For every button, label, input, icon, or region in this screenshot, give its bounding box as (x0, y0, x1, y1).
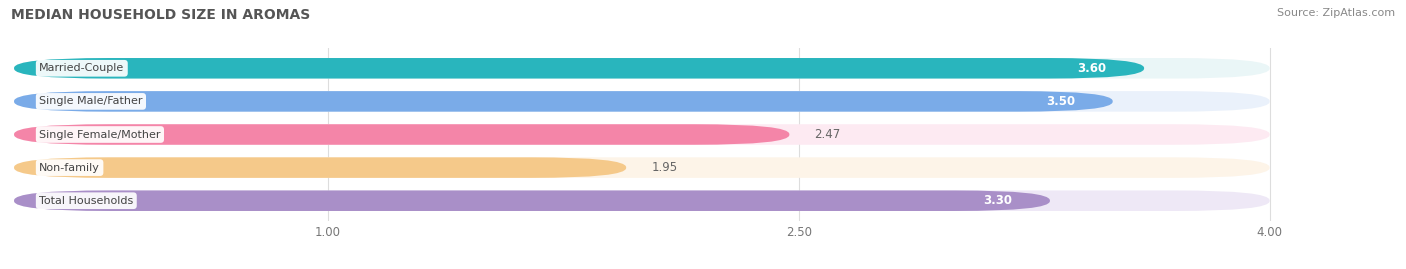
FancyBboxPatch shape (14, 157, 1270, 178)
Text: Single Female/Mother: Single Female/Mother (39, 129, 160, 140)
Text: Non-family: Non-family (39, 162, 100, 173)
Text: MEDIAN HOUSEHOLD SIZE IN AROMAS: MEDIAN HOUSEHOLD SIZE IN AROMAS (11, 8, 311, 22)
Text: 3.60: 3.60 (1077, 62, 1107, 75)
Text: 1.95: 1.95 (651, 161, 678, 174)
Text: Total Households: Total Households (39, 196, 134, 206)
Text: Single Male/Father: Single Male/Father (39, 96, 142, 107)
Text: Source: ZipAtlas.com: Source: ZipAtlas.com (1277, 8, 1395, 18)
FancyBboxPatch shape (14, 124, 789, 145)
Text: 2.47: 2.47 (814, 128, 841, 141)
FancyBboxPatch shape (14, 124, 1270, 145)
FancyBboxPatch shape (14, 190, 1050, 211)
FancyBboxPatch shape (14, 58, 1270, 79)
FancyBboxPatch shape (14, 157, 626, 178)
Text: 3.30: 3.30 (983, 194, 1012, 207)
Text: Married-Couple: Married-Couple (39, 63, 124, 73)
FancyBboxPatch shape (14, 190, 1270, 211)
FancyBboxPatch shape (14, 91, 1270, 112)
Text: 3.50: 3.50 (1046, 95, 1076, 108)
FancyBboxPatch shape (14, 91, 1112, 112)
FancyBboxPatch shape (14, 58, 1144, 79)
